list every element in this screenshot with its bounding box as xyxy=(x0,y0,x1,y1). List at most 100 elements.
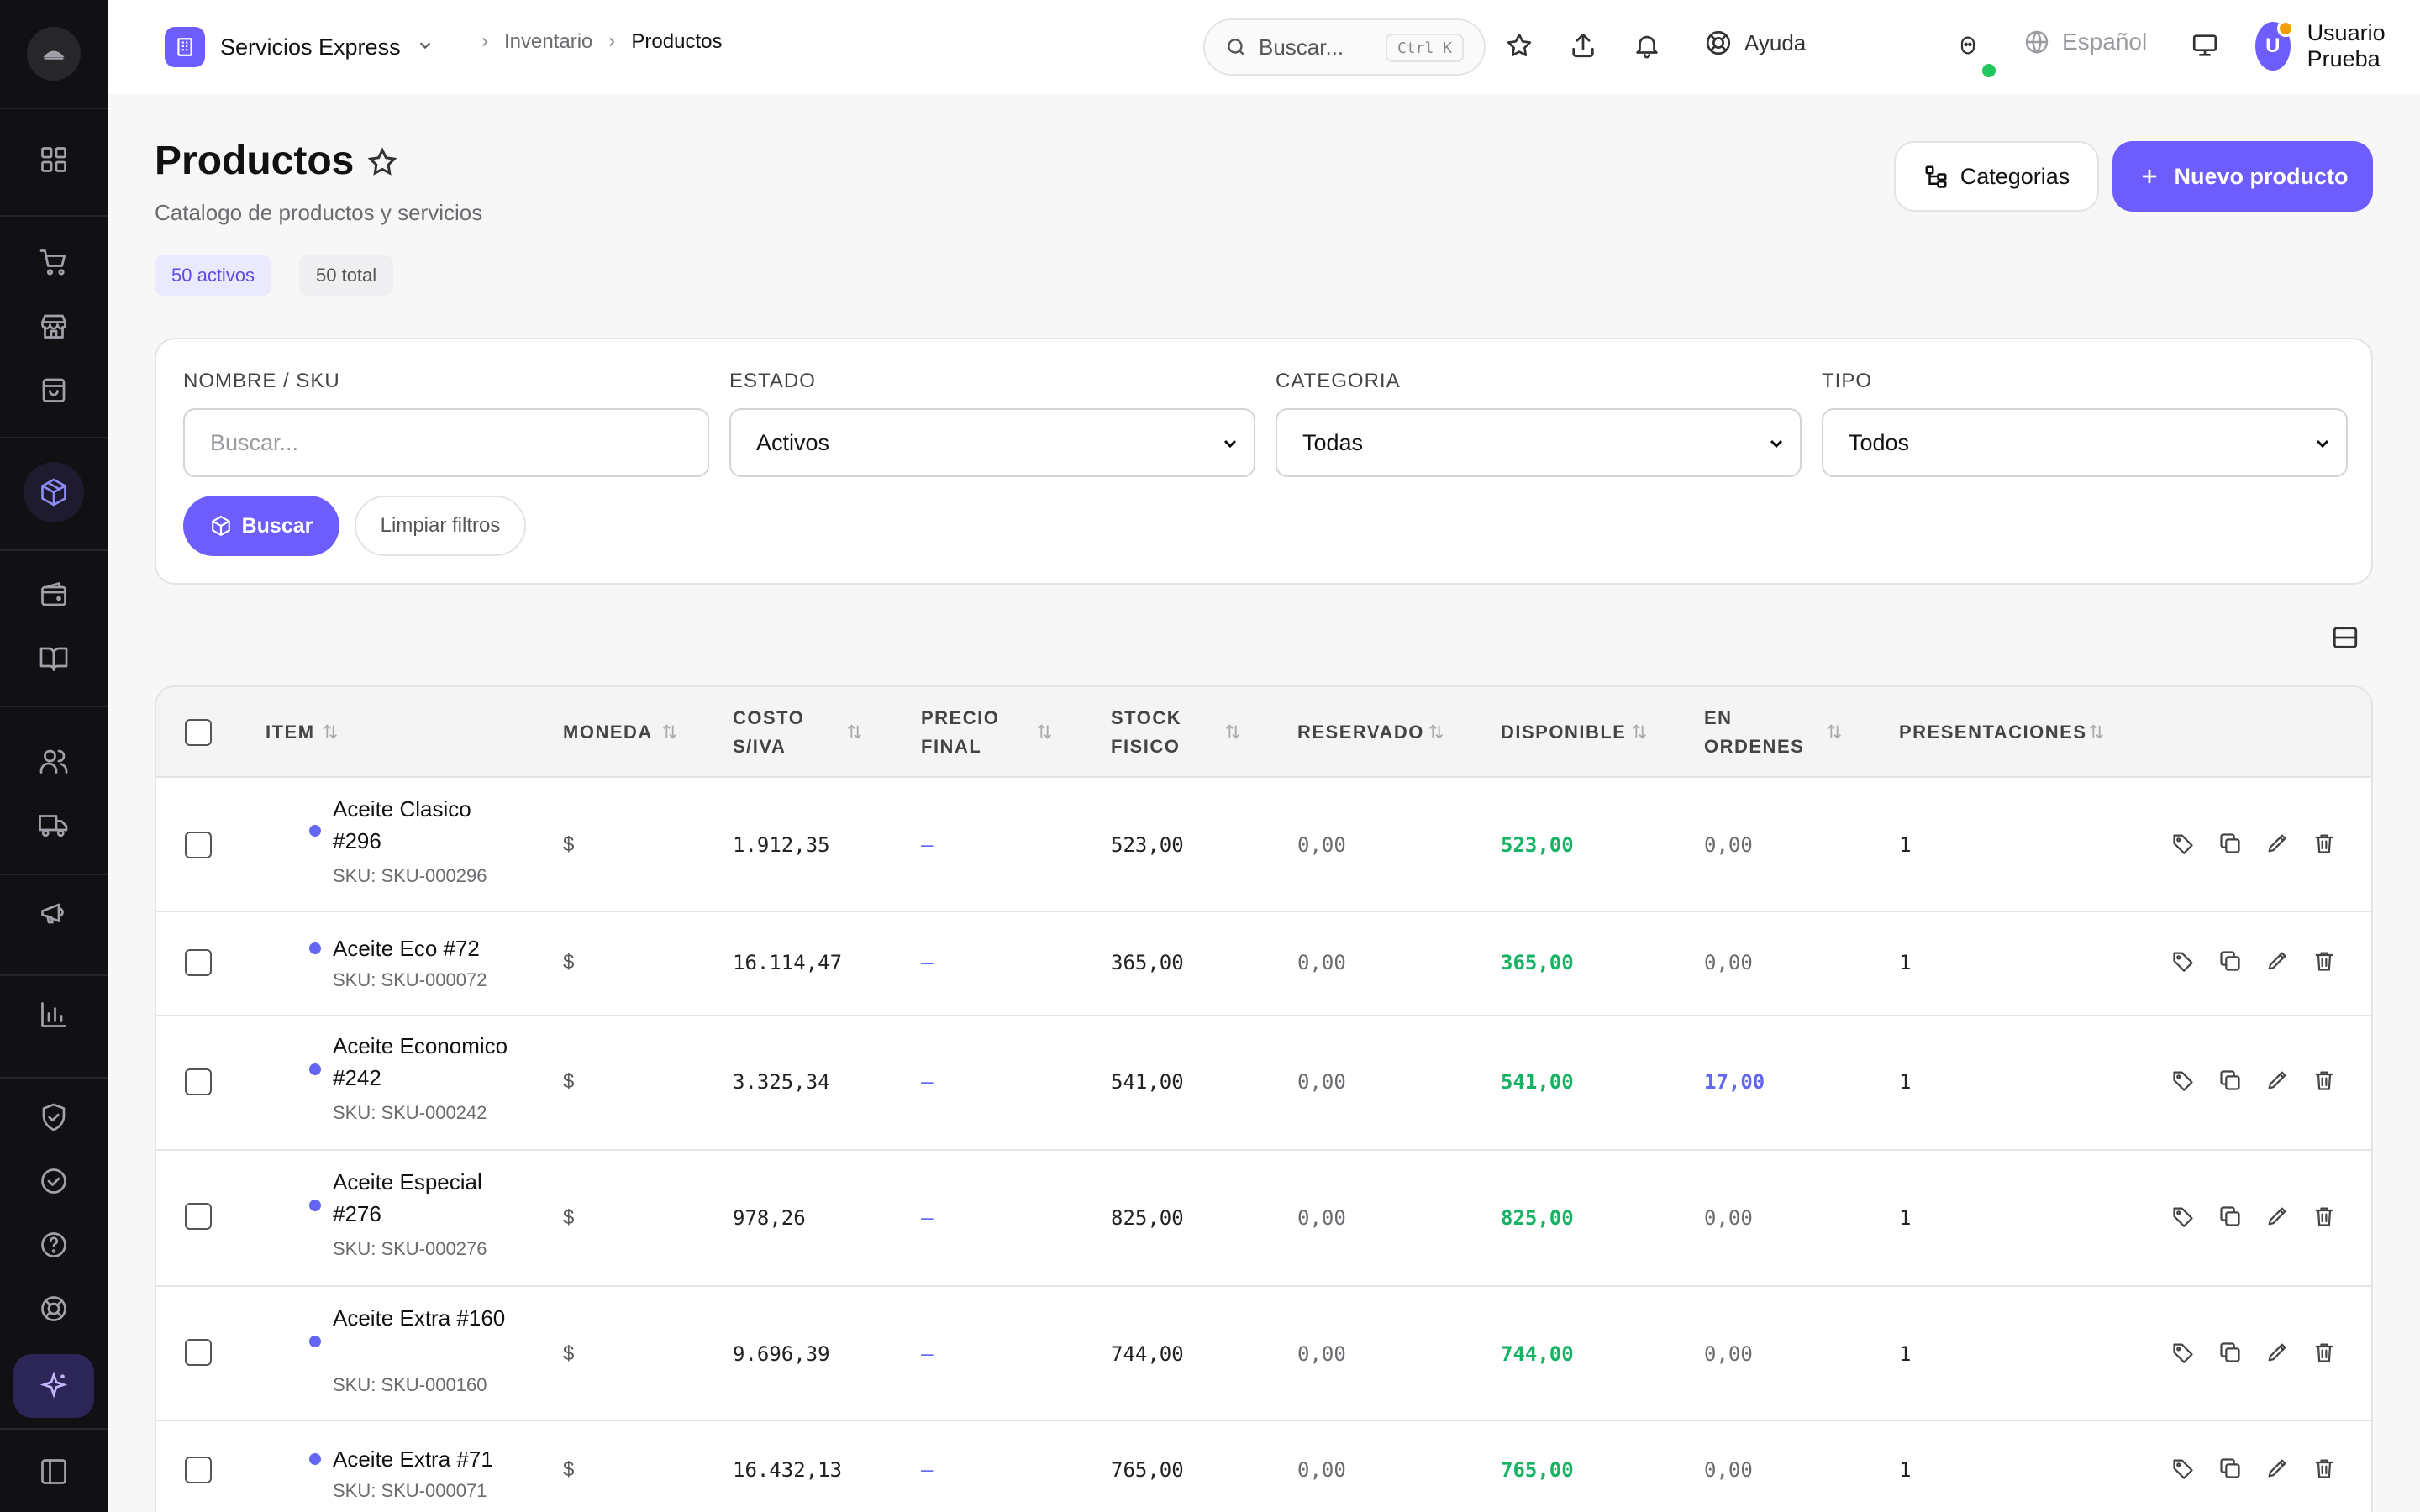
item-name[interactable]: Aceite Extra #160 xyxy=(333,1305,506,1331)
edit-pencil-icon[interactable] xyxy=(2265,832,2291,857)
table-row[interactable]: Aceite Clasico #296 SKU: SKU-000296 $ 1.… xyxy=(156,778,2371,912)
column-available[interactable]: DISPONIBLE xyxy=(1501,722,1627,743)
tag-icon[interactable] xyxy=(2171,832,2196,857)
sort-icon[interactable] xyxy=(1825,722,1844,741)
delete-trash-icon[interactable] xyxy=(2312,1457,2338,1482)
sidebar-check-circle-icon[interactable] xyxy=(34,1161,74,1201)
sidebar-ai-assistant-button[interactable] xyxy=(13,1354,94,1418)
column-in-orders[interactable]: EN ORDENES xyxy=(1704,704,1804,761)
table-row[interactable]: Aceite Economico #242 SKU: SKU-000242 $ … xyxy=(156,1016,2371,1151)
language-switcher[interactable]: Español xyxy=(2023,29,2147,55)
sidebar-truck-icon[interactable] xyxy=(34,805,74,845)
org-switcher[interactable]: Servicios Express xyxy=(165,25,434,69)
delete-trash-icon[interactable] xyxy=(2312,1068,2338,1094)
duplicate-icon[interactable] xyxy=(2218,1341,2244,1366)
delete-trash-icon[interactable] xyxy=(2312,832,2338,857)
edit-pencil-icon[interactable] xyxy=(2265,949,2291,974)
sidebar-dashboard-icon[interactable] xyxy=(34,139,74,180)
column-presentations[interactable]: PRESENTACIONES xyxy=(1899,722,2087,743)
duplicate-icon[interactable] xyxy=(2218,1068,2244,1094)
name-sku-input[interactable]: Buscar... xyxy=(183,408,709,477)
sidebar-bag-icon[interactable] xyxy=(34,370,74,410)
sidebar-megaphone-icon[interactable] xyxy=(34,892,74,932)
status-select[interactable]: Activos xyxy=(729,408,1255,477)
new-product-button[interactable]: Nuevo producto xyxy=(2112,141,2373,212)
row-checkbox[interactable] xyxy=(185,1339,212,1366)
table-row[interactable]: Aceite Extra #71 SKU: SKU-000071 $ 16.43… xyxy=(156,1421,2371,1512)
tag-icon[interactable] xyxy=(2171,949,2196,974)
sidebar-users-icon[interactable] xyxy=(34,741,74,781)
item-name[interactable]: Aceite Economico #242 xyxy=(333,1033,508,1090)
delete-trash-icon[interactable] xyxy=(2312,1341,2338,1366)
help-button[interactable]: Ayuda xyxy=(1704,29,1806,57)
row-checkbox[interactable] xyxy=(185,1457,212,1483)
user-menu[interactable]: U Usuario Prueba xyxy=(2255,20,2420,72)
sort-icon[interactable] xyxy=(845,722,864,741)
row-checkbox[interactable] xyxy=(185,832,212,858)
column-cost[interactable]: COSTO S/IVA xyxy=(733,704,804,761)
sort-icon[interactable] xyxy=(1427,722,1445,741)
search-button[interactable]: Buscar xyxy=(183,496,339,556)
assistant-status-icon[interactable] xyxy=(1954,29,1981,62)
sidebar-lifebuoy-icon[interactable] xyxy=(34,1289,74,1329)
sort-icon[interactable] xyxy=(321,722,339,741)
categories-button[interactable]: Categorias xyxy=(1894,141,2099,212)
select-all-checkbox[interactable] xyxy=(185,719,212,746)
sidebar-help-icon[interactable] xyxy=(34,1225,74,1265)
column-price[interactable]: PRECIO FINAL xyxy=(921,704,999,761)
row-checkbox[interactable] xyxy=(185,1068,212,1095)
table-density-icon[interactable] xyxy=(2331,623,2361,654)
sort-icon[interactable] xyxy=(1223,722,1242,741)
tag-icon[interactable] xyxy=(2171,1341,2196,1366)
sort-icon[interactable] xyxy=(2087,722,2106,741)
sidebar-wallet-icon[interactable] xyxy=(34,575,74,615)
row-checkbox[interactable] xyxy=(185,1203,212,1230)
monitor-icon[interactable] xyxy=(2188,29,2222,62)
item-name[interactable]: Aceite Clasico #296 xyxy=(333,796,471,853)
table-row[interactable]: Aceite Extra #160 SKU: SKU-000160 $ 9.69… xyxy=(156,1287,2371,1421)
app-logo[interactable] xyxy=(27,27,81,81)
sidebar-shield-icon[interactable] xyxy=(34,1097,74,1137)
edit-pencil-icon[interactable] xyxy=(2265,1205,2291,1230)
duplicate-icon[interactable] xyxy=(2218,1457,2244,1482)
sidebar-book-icon[interactable] xyxy=(34,638,74,679)
column-reserved[interactable]: RESERVADO xyxy=(1297,722,1424,743)
edit-pencil-icon[interactable] xyxy=(2265,1068,2291,1094)
delete-trash-icon[interactable] xyxy=(2312,949,2338,974)
sort-icon[interactable] xyxy=(1035,722,1054,741)
sidebar-store-icon[interactable] xyxy=(34,306,74,346)
category-select[interactable]: Todas xyxy=(1276,408,1802,477)
global-search[interactable]: Buscar... Ctrl K xyxy=(1203,18,1486,76)
column-stock[interactable]: STOCK FISICO xyxy=(1111,704,1181,761)
sort-icon[interactable] xyxy=(1630,722,1649,741)
duplicate-icon[interactable] xyxy=(2218,949,2244,974)
edit-pencil-icon[interactable] xyxy=(2265,1341,2291,1366)
tag-icon[interactable] xyxy=(2171,1205,2196,1230)
table-row[interactable]: Aceite Especial #276 SKU: SKU-000276 $ 9… xyxy=(156,1151,2371,1287)
sidebar-products-icon[interactable] xyxy=(24,462,84,522)
upload-icon[interactable] xyxy=(1566,29,1600,62)
delete-trash-icon[interactable] xyxy=(2312,1205,2338,1230)
sidebar-chart-icon[interactable] xyxy=(34,995,74,1035)
table-row[interactable]: Aceite Eco #72 SKU: SKU-000072 $ 16.114,… xyxy=(156,912,2371,1016)
item-name[interactable]: Aceite Especial #276 xyxy=(333,1169,482,1226)
sidebar-collapse-icon[interactable] xyxy=(34,1452,74,1492)
clear-filters-button[interactable]: Limpiar filtros xyxy=(355,496,526,556)
column-item[interactable]: ITEM xyxy=(266,722,315,743)
sort-icon[interactable] xyxy=(660,722,679,741)
favorites-star-icon[interactable] xyxy=(1502,29,1536,62)
duplicate-icon[interactable] xyxy=(2218,1205,2244,1230)
column-currency[interactable]: MONEDA xyxy=(563,722,653,743)
tag-icon[interactable] xyxy=(2171,1457,2196,1482)
sidebar-cart-icon[interactable] xyxy=(34,242,74,282)
row-checkbox[interactable] xyxy=(185,949,212,976)
item-name[interactable]: Aceite Extra #71 xyxy=(333,1446,493,1472)
tag-icon[interactable] xyxy=(2171,1068,2196,1094)
favorite-page-star-icon[interactable] xyxy=(366,146,400,180)
edit-pencil-icon[interactable] xyxy=(2265,1457,2291,1482)
duplicate-icon[interactable] xyxy=(2218,832,2244,857)
bell-icon[interactable] xyxy=(1630,29,1664,62)
item-name[interactable]: Aceite Eco #72 xyxy=(333,936,480,961)
breadcrumb-inventario[interactable]: Inventario xyxy=(504,30,593,53)
type-select[interactable]: Todos xyxy=(1822,408,2348,477)
